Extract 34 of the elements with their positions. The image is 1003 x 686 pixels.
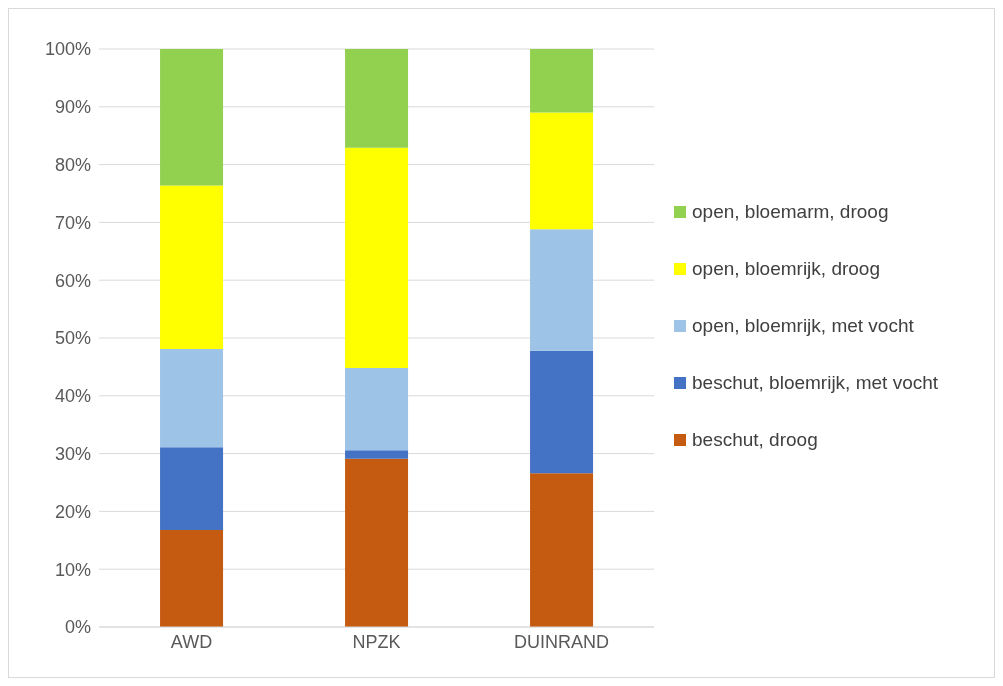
bar: [530, 229, 594, 351]
y-tick-label: 50%: [54, 328, 91, 349]
legend-label: open, bloemarm, droog: [692, 200, 889, 223]
y-tick-label: 30%: [54, 443, 91, 464]
bar: [530, 350, 594, 474]
y-tick-label: 0%: [64, 617, 91, 638]
bar: [530, 473, 594, 627]
bar: [345, 368, 409, 451]
y-tick-label: 80%: [54, 154, 91, 175]
bar: [345, 147, 409, 369]
y-tick-label: 40%: [54, 386, 91, 407]
bar: [160, 49, 224, 186]
y-tick-label: 10%: [54, 559, 91, 580]
bar: [160, 185, 224, 349]
legend-label: open, bloemrijk, droog: [692, 257, 880, 280]
x-tick-label: DUINRAND: [513, 631, 610, 652]
x-tick-label: AWD: [170, 631, 213, 652]
bar: [530, 112, 594, 230]
bar: [530, 49, 594, 113]
bar: [160, 529, 224, 627]
legend-label: open, bloemrijk, met vocht: [692, 314, 914, 337]
bar: [345, 450, 409, 459]
x-tick-label: NPZK: [352, 631, 401, 652]
bar: [345, 49, 409, 148]
legend-label: beschut, bloemrijk, met vocht: [692, 371, 939, 394]
bar: [160, 348, 224, 448]
y-tick-label: 100%: [44, 39, 91, 60]
bar: [160, 447, 224, 530]
y-tick-label: 70%: [54, 212, 91, 233]
legend-label: beschut, droog: [692, 428, 818, 451]
y-tick-label: 20%: [54, 501, 91, 522]
y-tick-label: 90%: [54, 97, 91, 118]
y-tick-label: 60%: [54, 270, 91, 291]
bar: [345, 458, 409, 627]
